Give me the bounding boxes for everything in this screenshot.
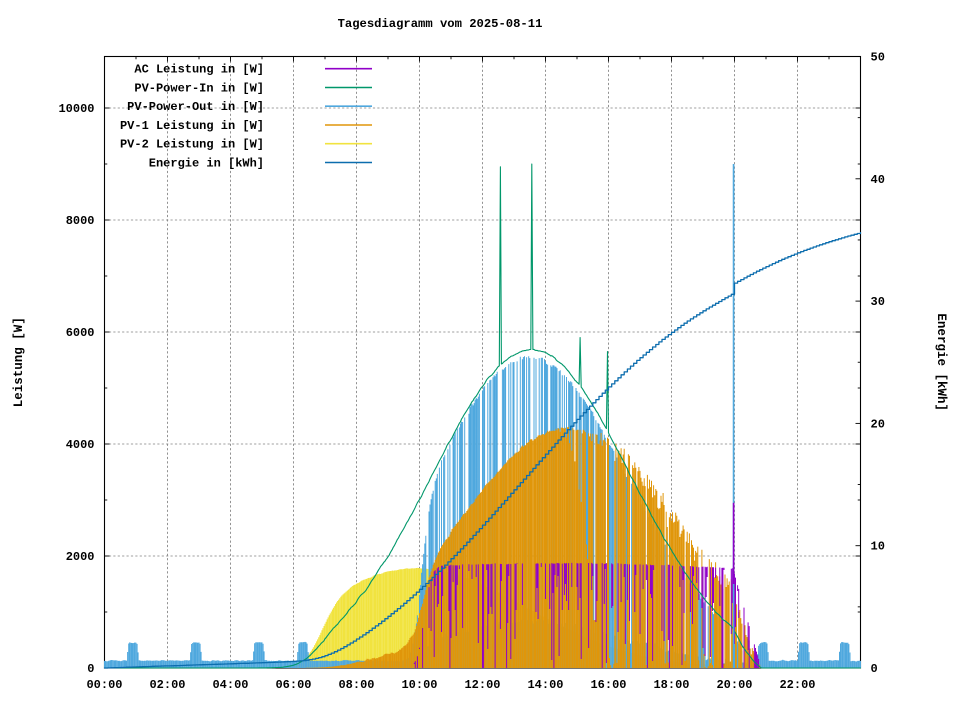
svg-text:22:00: 22:00 — [779, 678, 815, 692]
svg-text:16:00: 16:00 — [590, 678, 626, 692]
svg-text:12:00: 12:00 — [464, 678, 500, 692]
svg-text:10:00: 10:00 — [401, 678, 437, 692]
svg-text:04:00: 04:00 — [212, 678, 248, 692]
svg-text:PV-1 Leistung in [W]: PV-1 Leistung in [W] — [120, 119, 264, 133]
svg-text:10: 10 — [871, 540, 885, 554]
svg-text:18:00: 18:00 — [653, 678, 689, 692]
svg-text:00:00: 00:00 — [86, 678, 122, 692]
svg-text:2000: 2000 — [66, 550, 95, 564]
svg-text:02:00: 02:00 — [149, 678, 185, 692]
svg-text:10000: 10000 — [58, 102, 94, 116]
svg-text:4000: 4000 — [66, 438, 95, 452]
svg-text:30: 30 — [871, 295, 885, 309]
svg-text:PV-2 Leistung in [W]: PV-2 Leistung in [W] — [120, 138, 264, 152]
svg-text:06:00: 06:00 — [275, 678, 311, 692]
svg-text:20:00: 20:00 — [716, 678, 752, 692]
svg-text:PV-Power-Out in [W]: PV-Power-Out in [W] — [127, 100, 264, 114]
svg-text:14:00: 14:00 — [527, 678, 563, 692]
svg-text:8000: 8000 — [66, 214, 95, 228]
svg-text:AC Leistung in [W]: AC Leistung in [W] — [134, 63, 264, 77]
svg-text:50: 50 — [871, 51, 885, 65]
svg-text:Energie [kWh]: Energie [kWh] — [934, 313, 948, 411]
svg-text:0: 0 — [87, 662, 94, 676]
svg-text:6000: 6000 — [66, 326, 95, 340]
svg-text:Leistung [W]: Leistung [W] — [12, 317, 26, 407]
svg-text:Energie in [kWh]: Energie in [kWh] — [149, 157, 264, 171]
svg-text:20: 20 — [871, 417, 885, 431]
svg-text:0: 0 — [871, 662, 878, 676]
svg-text:PV-Power-In in [W]: PV-Power-In in [W] — [134, 82, 264, 96]
svg-text:40: 40 — [871, 173, 885, 187]
svg-text:08:00: 08:00 — [338, 678, 374, 692]
